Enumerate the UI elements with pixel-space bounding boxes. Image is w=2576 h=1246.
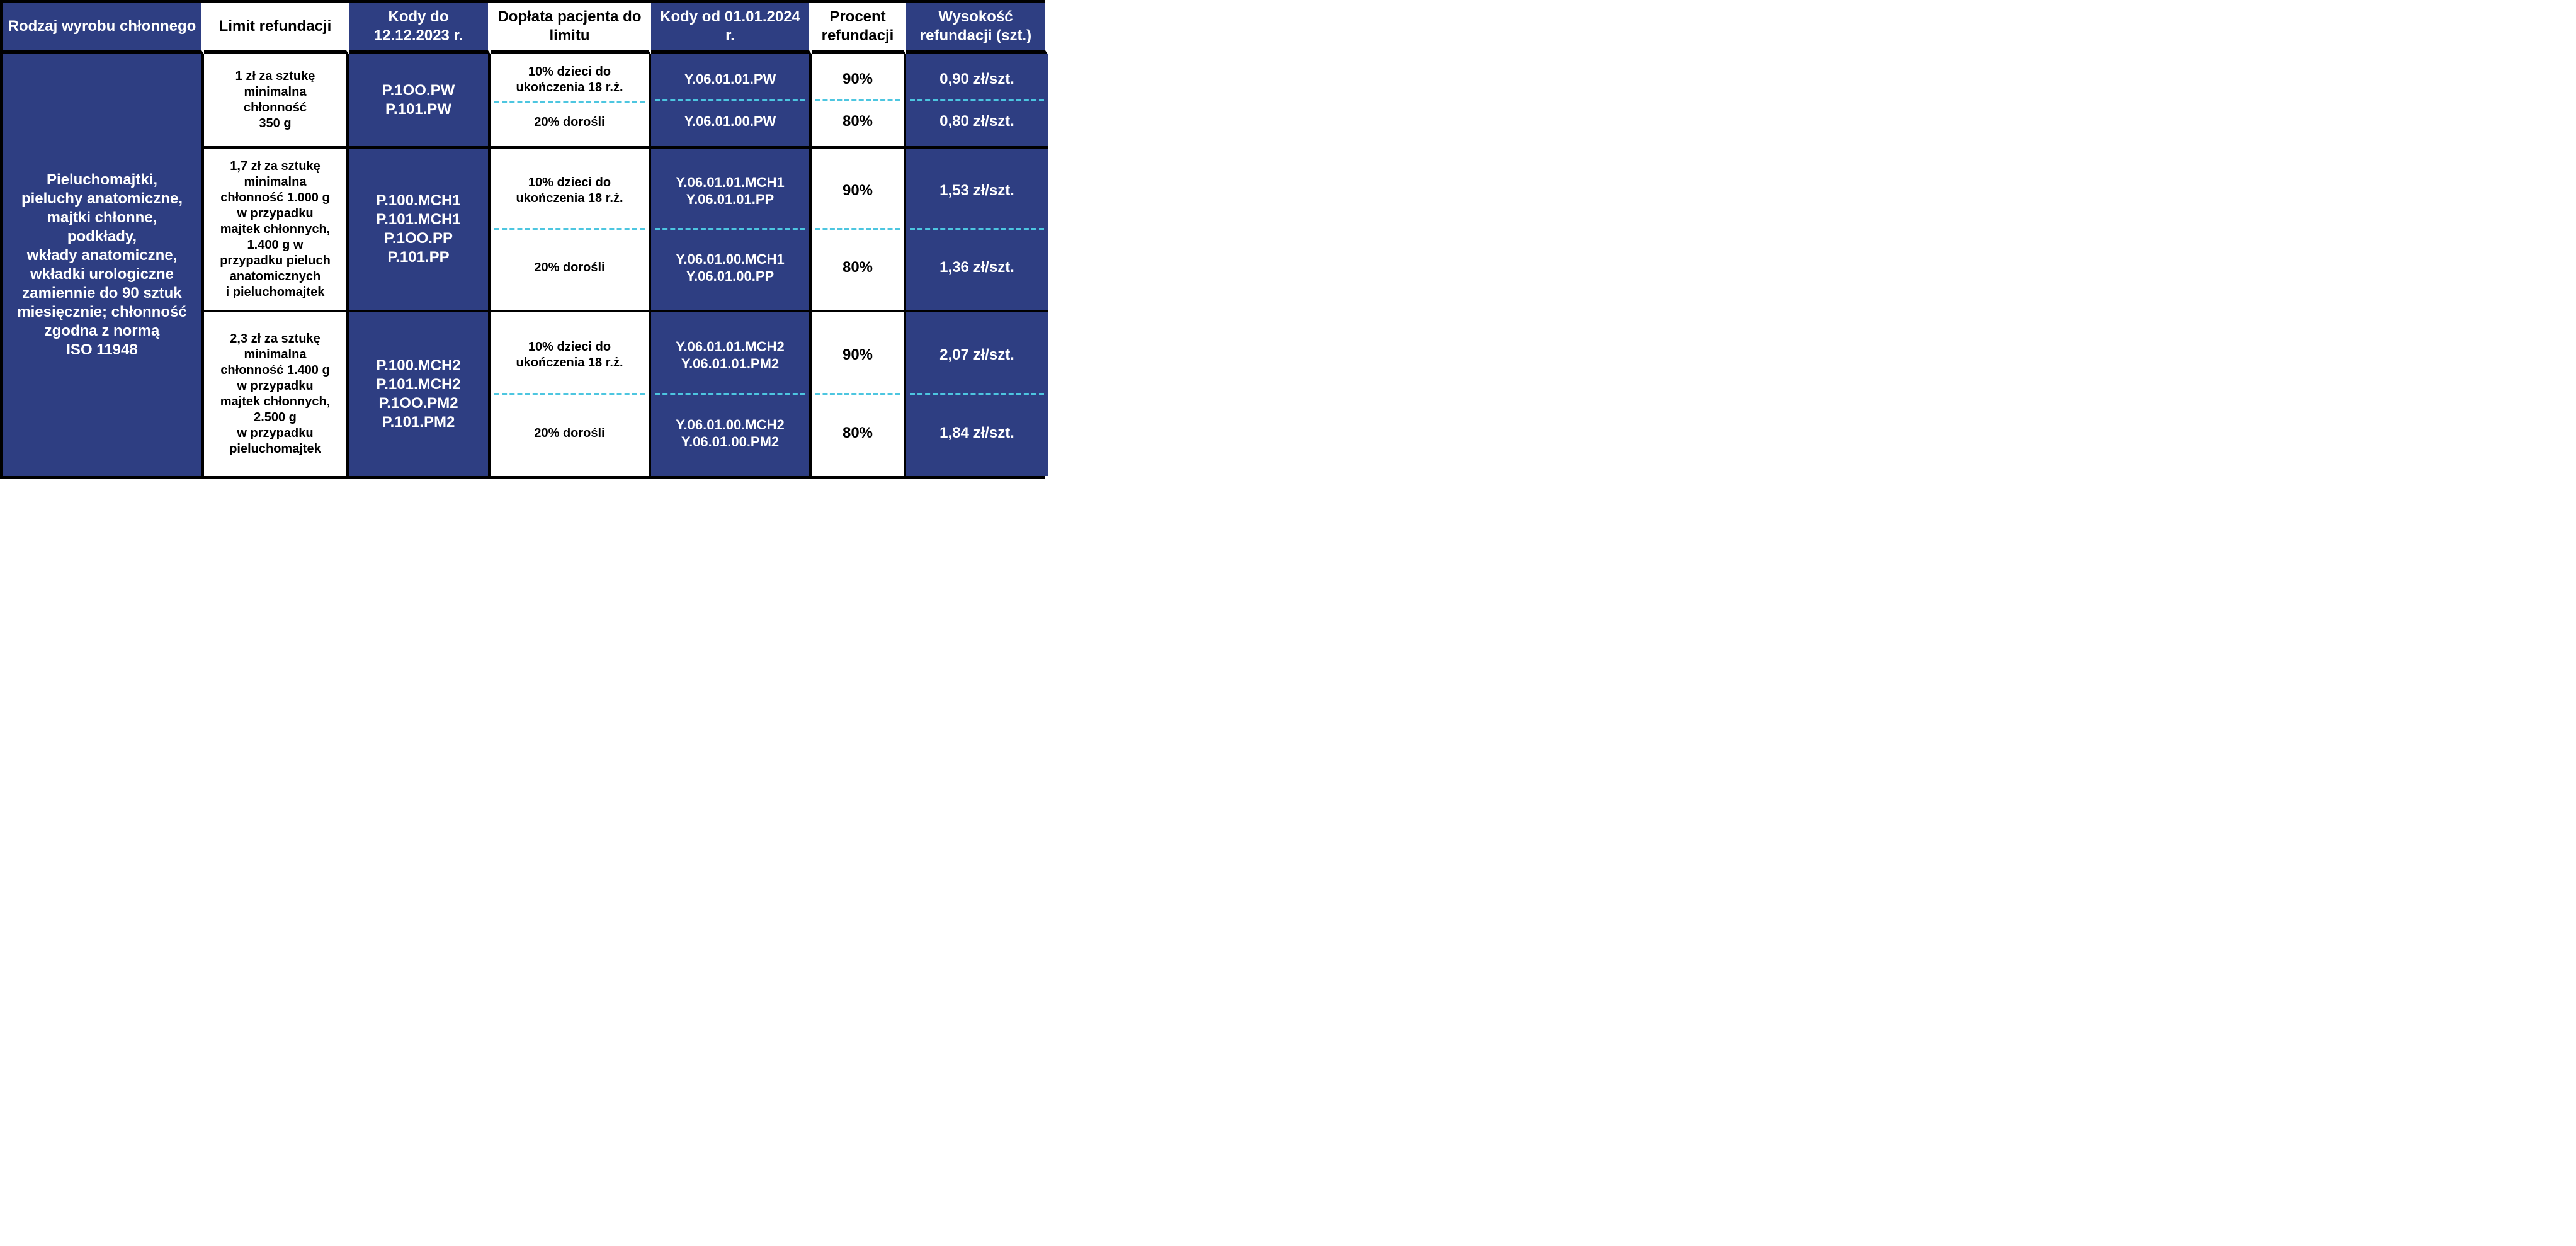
old-codes-cell: P.100.MCH1 P.101.MCH1 P.1OO.PP P.101.PP (349, 149, 491, 312)
amount-children: 0,90 zł/szt. (910, 59, 1044, 99)
amount-cell: 0,90 zł/szt. 0,80 zł/szt. (906, 54, 1048, 149)
header-old-codes: Kody do 12.12.2023 r. (349, 3, 491, 54)
percent-adults: 80% (815, 393, 900, 471)
header-amount: Wysokość refundacji (szt.) (906, 3, 1048, 54)
header-percent: Procent refundacji (812, 3, 906, 54)
copay-children: 10% dzieci do ukończenia 18 r.ż. (494, 59, 645, 101)
reimbursement-table: Rodzaj wyrobu chłonnego Limit refundacji… (0, 0, 1045, 479)
old-codes-cell: P.100.MCH2 P.101.MCH2 P.1OO.PM2 P.101.PM… (349, 312, 491, 476)
new-code-adults: Y.06.01.00.MCH1 Y.06.01.00.PP (655, 228, 805, 305)
copay-cell: 10% dzieci do ukończenia 18 r.ż. 20% dor… (491, 54, 651, 149)
header-product-type: Rodzaj wyrobu chłonnego (3, 3, 204, 54)
limit-cell: 1,7 zł za sztukę minimalna chłonność 1.0… (204, 149, 349, 312)
old-codes-cell: P.1OO.PW P.101.PW (349, 54, 491, 149)
copay-children: 10% dzieci do ukończenia 18 r.ż. (494, 154, 645, 228)
copay-adults: 20% dorośli (494, 393, 645, 471)
copay-cell: 10% dzieci do ukończenia 18 r.ż. 20% dor… (491, 149, 651, 312)
new-code-children: Y.06.01.01.PW (655, 59, 805, 99)
copay-cell: 10% dzieci do ukończenia 18 r.ż. 20% dor… (491, 312, 651, 476)
header-new-codes: Kody od 01.01.2024 r. (651, 3, 812, 54)
new-code-children: Y.06.01.01.MCH2 Y.06.01.01.PM2 (655, 317, 805, 393)
percent-cell: 90% 80% (812, 54, 906, 149)
new-codes-cell: Y.06.01.01.PW Y.06.01.00.PW (651, 54, 812, 149)
percent-adults: 80% (815, 99, 900, 141)
copay-children: 10% dzieci do ukończenia 18 r.ż. (494, 317, 645, 393)
amount-cell: 2,07 zł/szt. 1,84 zł/szt. (906, 312, 1048, 476)
header-patient-copay: Dopłata pacjenta do limitu (491, 3, 651, 54)
percent-cell: 90% 80% (812, 312, 906, 476)
percent-children: 90% (815, 154, 900, 228)
amount-cell: 1,53 zł/szt. 1,36 zł/szt. (906, 149, 1048, 312)
limit-cell: 2,3 zł za sztukę minimalna chłonność 1.4… (204, 312, 349, 476)
copay-adults: 20% dorośli (494, 228, 645, 305)
percent-adults: 80% (815, 228, 900, 305)
percent-children: 90% (815, 317, 900, 393)
amount-adults: 1,36 zł/szt. (910, 228, 1044, 305)
new-codes-cell: Y.06.01.01.MCH2 Y.06.01.01.PM2 Y.06.01.0… (651, 312, 812, 476)
percent-cell: 90% 80% (812, 149, 906, 312)
product-type-cell: Pieluchomajtki, pieluchy anatomiczne, ma… (3, 54, 204, 476)
amount-adults: 0,80 zł/szt. (910, 99, 1044, 141)
amount-adults: 1,84 zł/szt. (910, 393, 1044, 471)
amount-children: 2,07 zł/szt. (910, 317, 1044, 393)
new-code-adults: Y.06.01.00.PW (655, 99, 805, 141)
amount-children: 1,53 zł/szt. (910, 154, 1044, 228)
new-code-children: Y.06.01.01.MCH1 Y.06.01.01.PP (655, 154, 805, 228)
copay-adults: 20% dorośli (494, 101, 645, 141)
header-limit: Limit refundacji (204, 3, 349, 54)
limit-cell: 1 zł za sztukę minimalna chłonność 350 g (204, 54, 349, 149)
percent-children: 90% (815, 59, 900, 99)
new-codes-cell: Y.06.01.01.MCH1 Y.06.01.01.PP Y.06.01.00… (651, 149, 812, 312)
new-code-adults: Y.06.01.00.MCH2 Y.06.01.00.PM2 (655, 393, 805, 471)
